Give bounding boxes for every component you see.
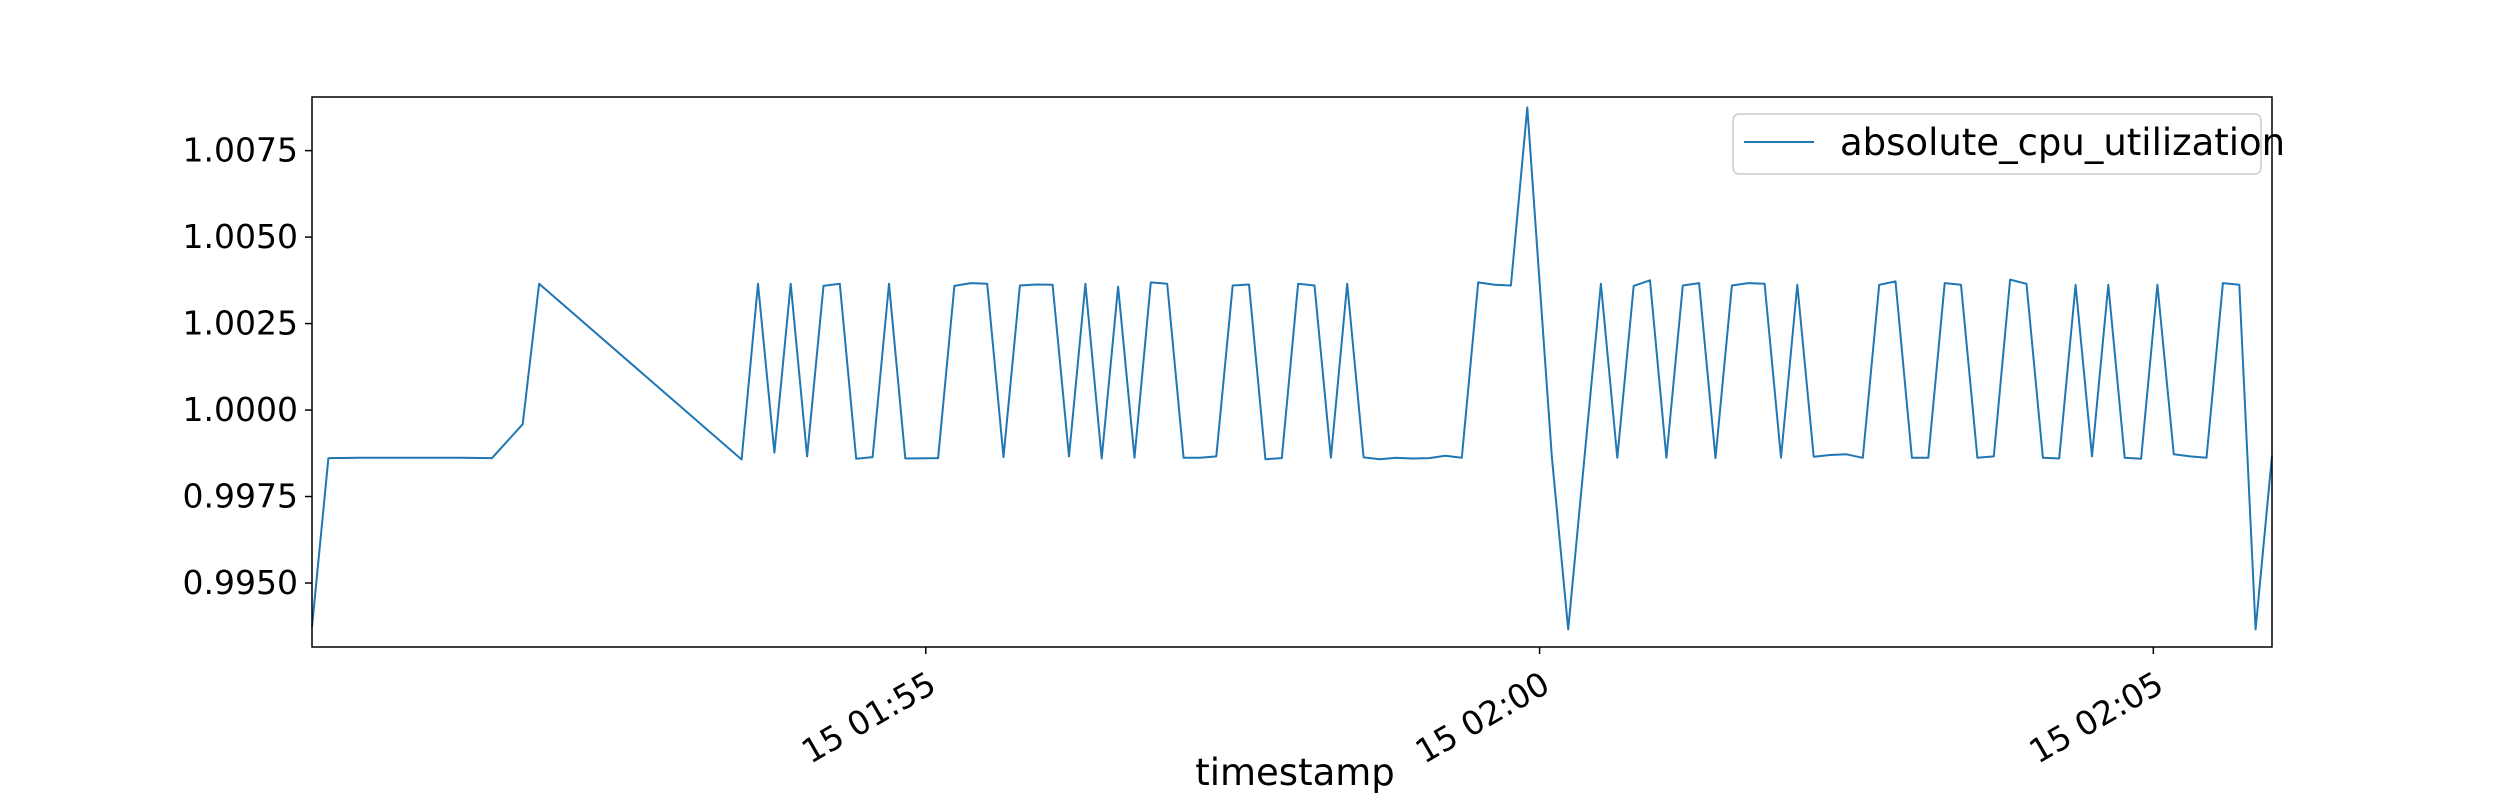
plot-background (312, 97, 2272, 647)
y-tick-label: 1.0025 (183, 304, 298, 343)
x-tick-label: 15 01:55 (795, 664, 942, 772)
y-tick-label: 1.0050 (183, 217, 298, 256)
y-axis: 0.9950 0.9975 1.0000 1.0025 1.0050 1.0075 (183, 131, 312, 602)
y-tick-label: 1.0000 (183, 390, 298, 429)
y-tick-label: 1.0075 (183, 131, 298, 170)
x-tick-label: 15 02:05 (2022, 664, 2169, 772)
plot-frame (311, 96, 2273, 648)
y-tick-label: 0.9975 (183, 477, 298, 516)
series-layer (311, 106, 2273, 631)
series-line-absolute-cpu-utilization (311, 106, 2273, 631)
legend-entry-label: absolute_cpu_utilization (1840, 121, 2285, 164)
legend-box (1732, 113, 2262, 175)
x-tick-label: 15 02:00 (1409, 664, 1556, 772)
x-axis-title: timestamp (1195, 751, 1395, 794)
legend: absolute_cpu_utilization (1732, 113, 2285, 175)
x-axis: 15 01:55 15 02:00 15 02:05 (795, 647, 2170, 771)
y-tick-label: 0.9950 (183, 563, 298, 602)
